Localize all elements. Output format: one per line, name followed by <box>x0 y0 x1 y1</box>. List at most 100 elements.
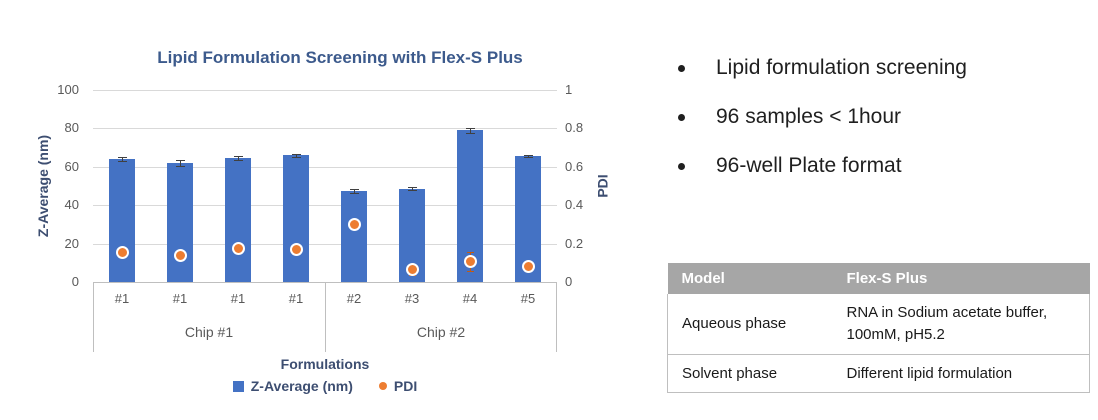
bar-error-cap <box>292 153 301 155</box>
category-label: #2 <box>346 291 362 306</box>
bar-error-line <box>122 157 123 162</box>
gridline <box>93 167 557 168</box>
gridline <box>93 205 557 206</box>
pdi-data-point <box>347 217 361 231</box>
spec-table-header-row: Model Flex-S Plus <box>667 263 1090 294</box>
category-axis: #1 #1 #1 #1 #2 #3 #4 #5 Chip #1 Chip #2 <box>93 282 557 352</box>
bar-error-line <box>238 156 239 161</box>
y-tick-label-right: 0 <box>565 274 573 289</box>
bar <box>341 191 367 282</box>
category-label: #1 <box>230 291 246 306</box>
spec-table-cell-value: Different lipid formulation <box>832 354 1090 394</box>
bar-error-cap <box>408 187 417 189</box>
bullet-text: Lipid formulation screening <box>716 56 967 79</box>
plot-area <box>93 90 557 283</box>
x-axis-title: Formulations <box>280 356 370 372</box>
bar-error-cap <box>350 192 359 194</box>
bar-error-line <box>354 188 355 193</box>
pdi-error-cap <box>467 252 474 254</box>
spec-table-header-value: Flex-S Plus <box>832 263 1090 294</box>
bar-error-cap <box>234 156 243 158</box>
chart-legend: Z-Average (nm) PDI <box>93 376 557 396</box>
bar <box>109 159 135 282</box>
bullet-text: 96-well Plate format <box>716 154 902 177</box>
bar <box>167 163 193 282</box>
bullet-dot-icon <box>678 162 685 170</box>
bar-error-cap <box>524 155 533 157</box>
pdi-data-point <box>405 263 419 277</box>
y-tick-label-left: 0 <box>71 274 79 289</box>
bar-error-cap <box>350 188 359 190</box>
category-label: #4 <box>462 291 478 306</box>
bar-error-cap <box>524 157 533 159</box>
legend-label-pdi: PDI <box>393 378 418 394</box>
chart-title: Lipid Formulation Screening with Flex-S … <box>157 48 523 67</box>
bar-error-cap <box>466 132 475 134</box>
y-axis-title-right: PDI <box>594 174 611 198</box>
bullet-list: Lipid formulation screening 96 samples <… <box>678 56 1078 203</box>
y-axis-title-left: Z-Average (nm) <box>35 134 52 238</box>
bar <box>225 158 251 282</box>
pdi-data-point <box>463 255 477 269</box>
y-tick-label-left: 20 <box>64 235 79 251</box>
pdi-error-cap <box>467 271 474 273</box>
legend-item-pdi: PDI <box>378 378 418 394</box>
gridline <box>93 90 557 91</box>
bullet-item: 96-well Plate format <box>678 154 1078 178</box>
bar-error-cap <box>466 127 475 129</box>
bullet-item: Lipid formulation screening <box>678 56 1078 80</box>
chart-panel: Lipid Formulation Screening with Flex-S … <box>35 48 611 396</box>
z-average-swatch-icon <box>232 380 244 392</box>
spec-table-header-model: Model <box>667 263 833 294</box>
category-group-label: Chip #1 <box>184 324 234 340</box>
y-tick-label-right: 0.6 <box>565 158 584 174</box>
pdi-marker-icon <box>378 382 387 390</box>
bar-error-cap <box>176 160 185 162</box>
y-tick-label-right: 1 <box>565 82 573 97</box>
spec-table: Model Flex-S Plus Aqueous phase RNA in S… <box>667 263 1090 394</box>
spec-table-cell-label: Aqueous phase <box>667 294 833 355</box>
legend-label-z-average: Z-Average (nm) <box>250 378 353 394</box>
spec-table-cell-label: Solvent phase <box>667 354 833 394</box>
bullet-dot-icon <box>678 64 685 72</box>
axis-separator <box>325 282 326 352</box>
y-tick-label-right: 0.8 <box>565 120 584 136</box>
bar-error-line <box>470 127 471 133</box>
bar-error-cap <box>234 160 243 162</box>
bar-error-cap <box>408 190 417 192</box>
bar-error-cap <box>118 157 127 159</box>
y-tick-label-left: 60 <box>64 158 79 174</box>
category-label: #1 <box>172 291 188 306</box>
spec-table-row: Aqueous phase RNA in Sodium acetate buff… <box>667 294 1090 355</box>
y-tick-label-left: 80 <box>64 120 79 136</box>
axis-separator <box>556 282 557 352</box>
bar-error-cap <box>176 165 185 167</box>
y-tick-label-right: 0.2 <box>565 235 584 251</box>
bar-error-line <box>528 155 529 158</box>
pdi-data-point <box>231 241 245 255</box>
spec-table-cell-value: RNA in Sodium acetate buffer, 100mM, pH5… <box>832 294 1090 355</box>
bar-error-cap <box>118 161 127 163</box>
pdi-data-point <box>115 245 129 259</box>
axis-separator <box>93 282 94 352</box>
y-tick-label-right: 0.4 <box>565 197 584 213</box>
y-tick-label-left: 40 <box>64 197 79 213</box>
bar-error-line <box>412 187 413 191</box>
bar-error-line <box>296 153 297 157</box>
gridline <box>93 244 557 245</box>
bullet-item: 96 samples < 1hour <box>678 105 1078 129</box>
category-label: #3 <box>404 291 420 306</box>
category-label: #1 <box>288 291 304 306</box>
bar-error-cap <box>292 156 301 158</box>
pdi-data-point <box>289 242 303 256</box>
pdi-data-point <box>173 248 187 262</box>
spec-table-row: Solvent phase Different lipid formulatio… <box>667 354 1090 394</box>
y-tick-label-left: 100 <box>57 82 79 97</box>
bullet-text: 96 samples < 1hour <box>716 105 902 128</box>
category-label: #1 <box>114 291 130 306</box>
bullet-dot-icon <box>678 113 685 121</box>
bar <box>283 155 309 282</box>
bar-error-line <box>180 160 181 166</box>
category-label: #5 <box>520 291 536 306</box>
gridline <box>93 128 557 129</box>
